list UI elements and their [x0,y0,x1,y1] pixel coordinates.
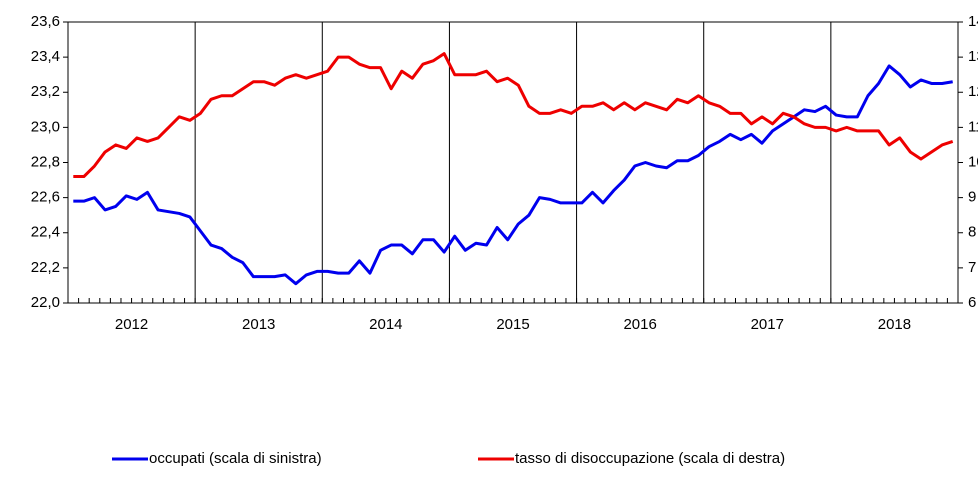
x-tick-label: 2018 [878,316,911,333]
y2-tick-label: 13 [968,48,978,65]
y2-tick-label: 12 [968,83,978,100]
y-tick-label: 23,4 [31,48,60,65]
x-tick-label: 2017 [751,316,784,333]
x-tick-label: 2015 [496,316,529,333]
legend-label: tasso di disoccupazione (scala di destra… [515,450,785,467]
y-tick-label: 22,6 [31,189,60,206]
y-tick-label: 23,2 [31,83,60,100]
y-tick-label: 22,8 [31,153,60,170]
y-tick-label: 23,6 [31,13,60,30]
x-tick-label: 2013 [242,316,275,333]
legend-label: occupati (scala di sinistra) [149,450,322,467]
series-line [73,52,954,179]
y-tick-label: 23,0 [31,118,60,135]
series-line [73,64,953,286]
y-tick-label: 22,2 [31,259,60,276]
y2-tick-label: 11 [968,118,978,135]
y2-tick-label: 6 [968,294,976,311]
y2-tick-label: 8 [968,224,976,241]
x-tick-label: 2014 [369,316,402,333]
y2-tick-label: 10 [968,153,978,170]
y-tick-label: 22,0 [31,294,60,311]
y2-tick-label: 7 [968,259,976,276]
y-tick-label: 22,4 [31,224,60,241]
y2-tick-label: 14 [968,13,978,30]
x-tick-label: 2012 [115,316,148,333]
y2-tick-label: 9 [968,189,976,206]
plot-frame [67,21,959,304]
x-tick-label: 2016 [623,316,656,333]
